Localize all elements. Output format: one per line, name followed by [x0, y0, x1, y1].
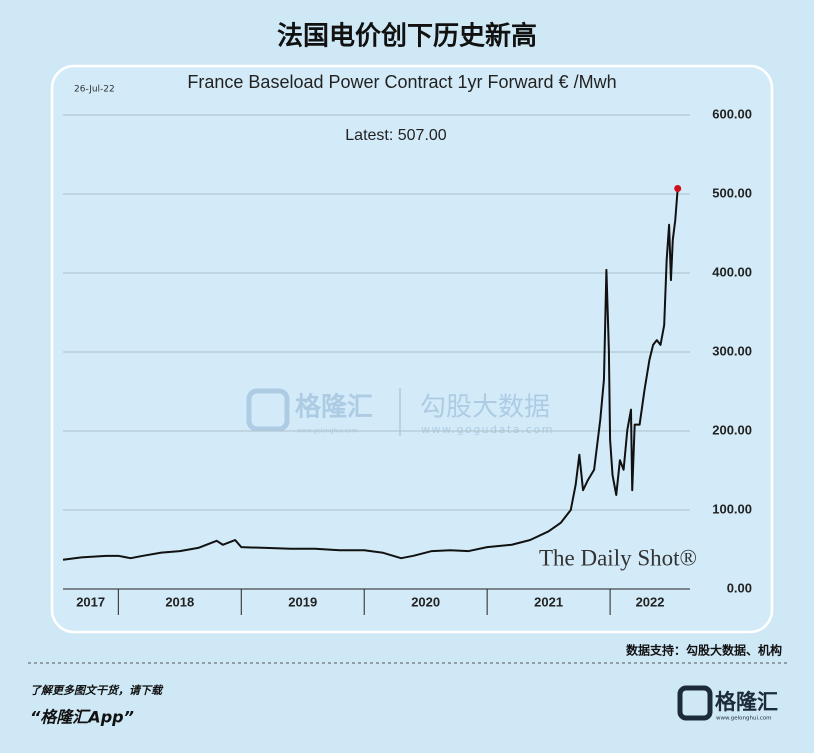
y-tick-label: 600.00: [712, 106, 752, 121]
footer-brand: 格隆汇: [715, 690, 778, 714]
footer-app: “格隆汇App”: [30, 708, 134, 727]
watermark-logo: [246, 388, 290, 432]
x-tick-label: 2022: [636, 594, 665, 609]
x-tick-label: 2019: [288, 594, 317, 609]
x-tick-label: 2020: [411, 594, 440, 609]
series-line: [62, 188, 679, 561]
x-tick-label: 2018: [165, 594, 194, 609]
watermark-partner-url: www.gogudata.com: [421, 423, 554, 436]
footer-logo: [677, 685, 713, 721]
y-tick-label: 100.00: [712, 501, 752, 516]
chart-source: The Daily Shot®: [539, 545, 697, 570]
x-tick-label: 2017: [76, 594, 105, 609]
footer-prompt: 了解更多图文干货，请下载: [30, 684, 164, 697]
chart-date: 26-Jul-22: [74, 85, 115, 95]
page-title: 法国电价创下历史新高: [277, 21, 537, 52]
y-tick-label: 0.00: [727, 580, 752, 595]
latest-point: [674, 184, 682, 192]
watermark-partner: 勾股大数据: [420, 393, 550, 423]
latest-annotation: Latest: 507.00: [345, 127, 447, 144]
watermark: 格隆汇 www.gelonghui.com 勾股大数据 www.gogudata…: [246, 388, 554, 436]
y-tick-label: 200.00: [712, 422, 752, 437]
x-tick-label: 2021: [534, 594, 563, 609]
chart-title: France Baseload Power Contract 1yr Forwa…: [187, 72, 616, 92]
y-tick-label: 500.00: [712, 185, 752, 200]
y-tick-label: 300.00: [712, 343, 752, 358]
footer-brand-url: www.gelonghui.com: [716, 716, 771, 722]
chart-card: [50, 64, 774, 634]
footer-source: 数据支持：勾股大数据、机构: [626, 643, 782, 658]
y-tick-label: 400.00: [712, 264, 752, 279]
watermark-brand: 格隆汇: [295, 392, 373, 423]
